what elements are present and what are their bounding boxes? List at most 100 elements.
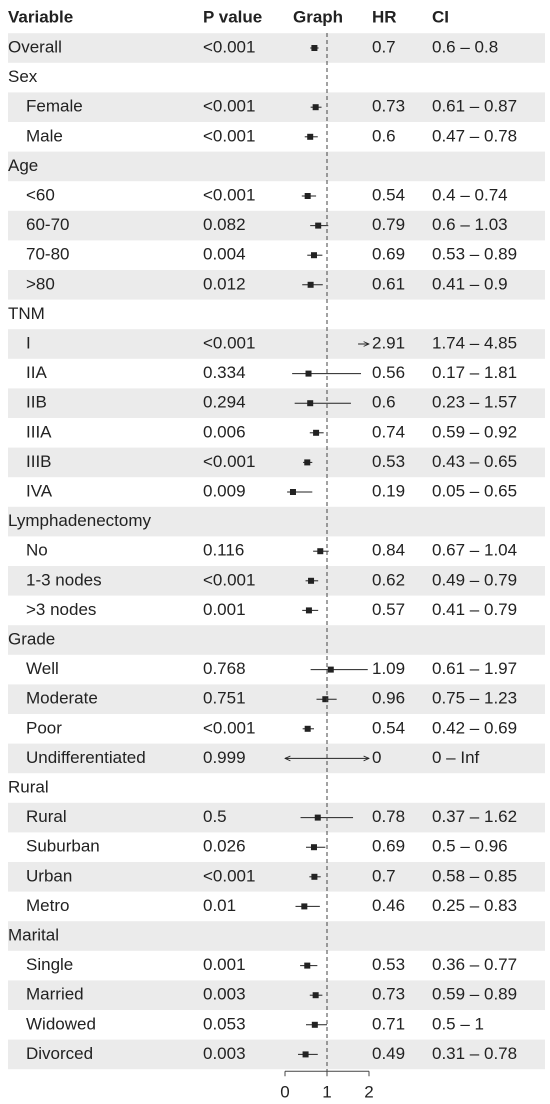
hr-point — [304, 725, 311, 732]
hr-point — [304, 962, 311, 969]
ci-value: 0.58 – 0.85 — [432, 866, 517, 885]
x-tick-label: 2 — [364, 1083, 373, 1102]
p-value: 0.003 — [203, 1044, 246, 1063]
hr-point — [307, 281, 314, 288]
row-background — [8, 151, 545, 182]
hr-value: 0.62 — [372, 570, 405, 589]
group-label: Lymphadenectomy — [8, 511, 152, 530]
column-header: P value — [203, 7, 262, 26]
hr-value: 0.46 — [372, 896, 405, 915]
row-label: Divorced — [26, 1044, 93, 1063]
row-backgrounds — [8, 33, 545, 1070]
row-background — [8, 625, 545, 655]
row-label: IIB — [26, 393, 47, 412]
p-value: 0.009 — [203, 481, 246, 500]
p-value: 0.5 — [203, 807, 227, 826]
p-value: 0.012 — [203, 274, 246, 293]
hr-value: 0.7 — [372, 866, 396, 885]
hr-point — [317, 548, 324, 555]
p-value: 0.006 — [203, 422, 246, 441]
row-background — [8, 506, 545, 537]
ci-value: 0.61 – 0.87 — [432, 97, 517, 116]
ci-value: 0.61 – 1.97 — [432, 659, 517, 678]
hr-point — [305, 370, 312, 377]
ci-value: 0.75 – 1.23 — [432, 689, 517, 708]
hr-point — [310, 252, 317, 259]
p-value: 0.026 — [203, 837, 246, 856]
ci-value: 0.05 – 0.65 — [432, 481, 517, 500]
hr-value: 0.74 — [372, 422, 405, 441]
row-label: 60-70 — [26, 215, 69, 234]
ci-value: 0.4 – 0.74 — [432, 185, 508, 204]
p-value: 0.001 — [203, 600, 246, 619]
p-value: <0.001 — [203, 718, 255, 737]
row-label: IIIA — [26, 422, 52, 441]
group-label: Age — [8, 156, 38, 175]
ci-value: 0.37 – 1.62 — [432, 807, 517, 826]
row-background — [8, 447, 545, 478]
row-background — [8, 388, 545, 418]
hr-point — [327, 666, 334, 673]
hr-value: 0.69 — [372, 837, 405, 856]
row-label: 1-3 nodes — [26, 570, 102, 589]
row-background — [8, 92, 545, 122]
hr-point — [312, 104, 319, 111]
hr-value: 0.53 — [372, 452, 405, 471]
group-label: Rural — [8, 777, 49, 796]
ci-value: 1.74 – 4.85 — [432, 333, 517, 352]
hr-value: 0.84 — [372, 541, 405, 560]
ci-value: 0.59 – 0.92 — [432, 422, 517, 441]
p-value: 0.082 — [203, 215, 246, 234]
hr-value: 0.96 — [372, 689, 405, 708]
row-label: Married — [26, 985, 84, 1004]
ci-value: 0.6 – 0.8 — [432, 37, 498, 56]
p-value: 0.004 — [203, 245, 246, 264]
hr-value: 0.73 — [372, 985, 405, 1004]
row-label: Single — [26, 955, 73, 974]
ci-value: 0.5 – 0.96 — [432, 837, 508, 856]
row-label: >3 nodes — [26, 600, 96, 619]
p-value: <0.001 — [203, 570, 255, 589]
row-label: Rural — [26, 807, 67, 826]
hr-value: 0.78 — [372, 807, 405, 826]
hr-point — [307, 400, 314, 407]
hr-point — [304, 459, 311, 466]
ci-value: 0.6 – 1.03 — [432, 215, 508, 234]
ci-value: 0.17 – 1.81 — [432, 363, 517, 382]
row-label: Moderate — [26, 689, 98, 708]
p-value: 0.116 — [203, 541, 244, 560]
hr-value: 0.49 — [372, 1044, 405, 1063]
p-value: 0.01 — [203, 896, 236, 915]
hr-point — [310, 844, 317, 851]
ci-value: 0.49 – 0.79 — [432, 570, 517, 589]
row-background — [8, 743, 545, 774]
row-background — [8, 862, 545, 892]
hr-point — [305, 607, 312, 614]
ci-value: 0.43 – 0.65 — [432, 452, 517, 471]
hr-value: 0.19 — [372, 481, 405, 500]
hr-value: 0 — [372, 748, 381, 767]
row-label: <60 — [26, 185, 55, 204]
hr-point — [301, 903, 308, 910]
group-label: TNM — [8, 304, 45, 323]
row-background — [8, 802, 545, 833]
hr-value: 1.09 — [372, 659, 405, 678]
p-value: <0.001 — [203, 452, 255, 471]
row-label: Male — [26, 126, 63, 145]
ci-value: 0.53 – 0.89 — [432, 245, 517, 264]
hr-value: 2.91 — [372, 333, 405, 352]
hr-value: 0.54 — [372, 718, 405, 737]
group-label: Grade — [8, 629, 55, 648]
hr-value: 0.69 — [372, 245, 405, 264]
p-value: <0.001 — [203, 185, 255, 204]
column-header: HR — [372, 7, 397, 26]
row-label: Well — [26, 659, 59, 678]
row-label: I — [26, 333, 31, 352]
hr-point — [315, 222, 322, 229]
column-header: Variable — [8, 7, 73, 26]
row-background — [8, 270, 545, 300]
p-value: <0.001 — [203, 126, 255, 145]
ci-value: 0.31 – 0.78 — [432, 1044, 517, 1063]
hr-point — [311, 873, 318, 880]
row-label: Metro — [26, 896, 69, 915]
